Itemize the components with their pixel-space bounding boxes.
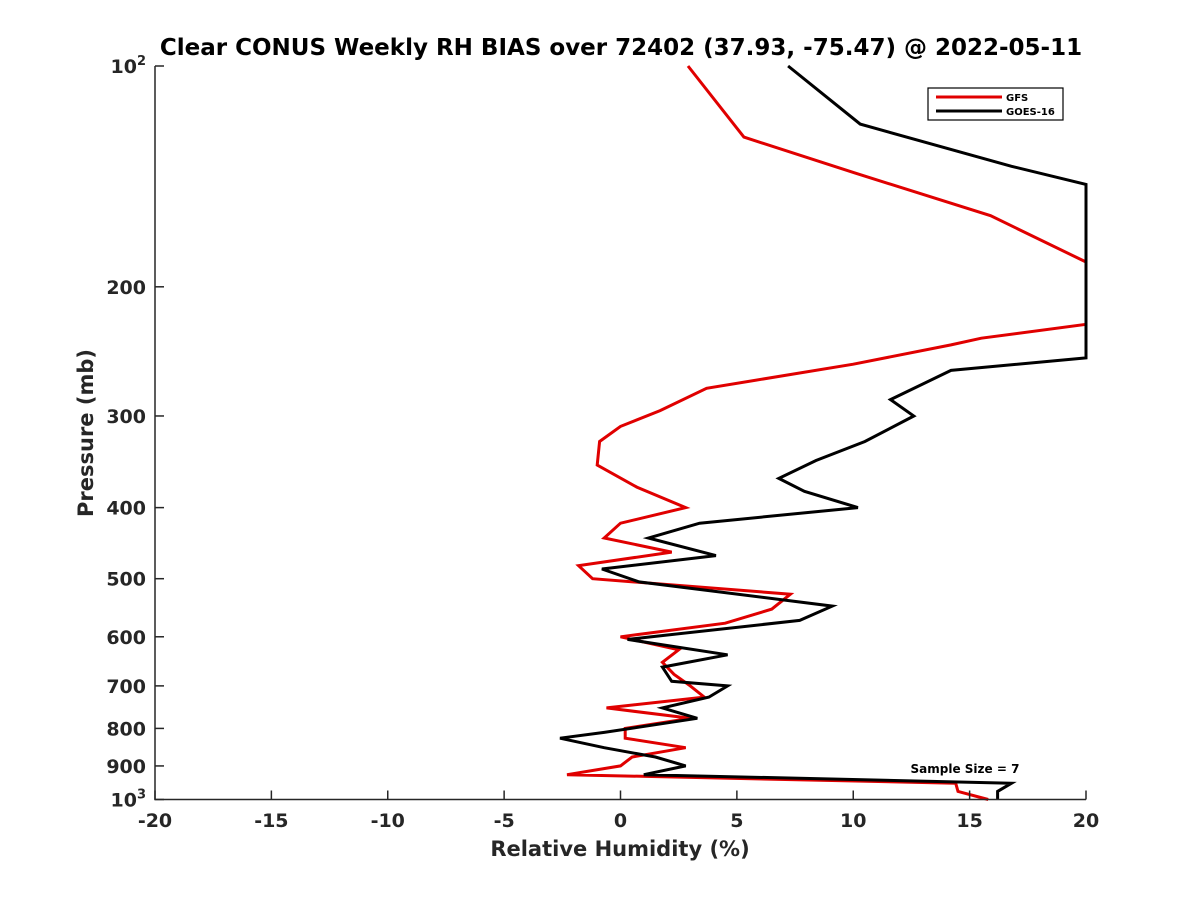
x-axis-label: Relative Humidity (%) [490, 837, 749, 861]
x-tick-label: 20 [1073, 810, 1099, 832]
legend-label-goes16: GOES-16 [1006, 107, 1055, 118]
x-tick-label: 10 [840, 810, 866, 832]
y-axis-label: Pressure (mb) [74, 349, 98, 517]
sample-size-annotation: Sample Size = 7 [911, 762, 1020, 776]
x-tick-label: -20 [138, 810, 172, 832]
y-tick-exponent: 3 [137, 788, 146, 803]
y-tick-label: 102 [111, 54, 147, 78]
x-tick-label: 0 [614, 810, 627, 832]
y-tick-label: 500 [106, 569, 146, 591]
legend-label-gfs: GFS [1006, 93, 1028, 104]
y-tick-label: 900 [106, 756, 146, 778]
y-tick-exponent: 2 [137, 54, 146, 69]
x-tick-label: 5 [730, 810, 743, 832]
y-tick-base: 10 [111, 56, 137, 78]
legend-box [927, 87, 1064, 121]
y-tick-label: 600 [106, 627, 146, 649]
chart-title: Clear CONUS Weekly RH BIAS over 72402 (3… [160, 35, 1082, 61]
x-tick-label: -15 [254, 810, 288, 832]
y-tick-label: 400 [106, 498, 146, 520]
series-layer [559, 64, 1088, 801]
series-line-gfs [566, 65, 1088, 801]
x-tick-label: -5 [494, 810, 515, 832]
y-tick-label: 800 [106, 718, 146, 740]
y-tick-label: 200 [106, 277, 146, 299]
x-tick-label: -10 [371, 810, 405, 832]
x-axis: -20 -15 -10 -5 0 5 10 15 20 [138, 790, 1099, 832]
series-line-goes16 [559, 64, 1088, 800]
legend: GFS GOES-16 [927, 87, 1064, 121]
y-tick-label: 700 [106, 676, 146, 698]
y-tick-base: 10 [111, 790, 137, 812]
y-tick-label: 300 [106, 406, 146, 428]
x-tick-label: 15 [956, 810, 982, 832]
y-tick-label: 103 [111, 788, 147, 812]
